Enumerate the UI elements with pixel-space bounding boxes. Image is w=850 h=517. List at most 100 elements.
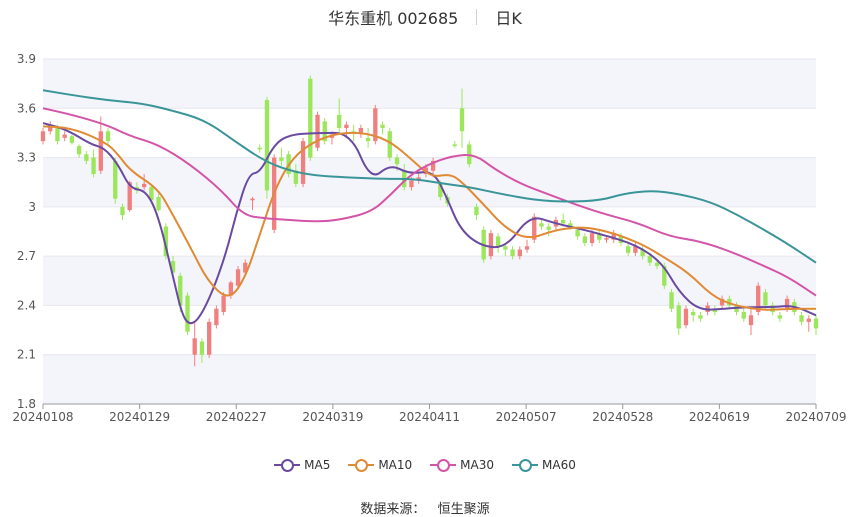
y-tick-label: 3.6 bbox=[17, 101, 36, 115]
candle-body bbox=[394, 157, 400, 165]
candle-body bbox=[488, 233, 494, 257]
candle-body bbox=[727, 298, 732, 306]
candle-body bbox=[532, 216, 537, 240]
legend-swatch-ma10 bbox=[348, 458, 375, 472]
candle-body bbox=[141, 183, 147, 188]
candle-body bbox=[322, 121, 327, 142]
y-tick-label: 3.9 bbox=[17, 52, 36, 66]
candle-body bbox=[474, 206, 479, 216]
candle-body bbox=[214, 308, 219, 326]
candle-body bbox=[784, 298, 790, 309]
candle-body bbox=[438, 183, 443, 197]
y-tick-label: 3.3 bbox=[17, 151, 36, 165]
candle-body bbox=[568, 223, 573, 227]
candle-body bbox=[560, 220, 566, 224]
series-line-ma30 bbox=[42, 107, 817, 297]
candle-body bbox=[257, 147, 262, 150]
legend-item-ma30[interactable]: MA30 bbox=[430, 458, 494, 472]
x-tick-label: 20240709 bbox=[785, 410, 846, 424]
candle-body bbox=[206, 321, 212, 355]
candle-body bbox=[48, 124, 53, 132]
legend-label-ma30: MA30 bbox=[460, 458, 495, 472]
candle-body bbox=[423, 167, 429, 174]
candle-body bbox=[185, 295, 190, 332]
candle-body bbox=[228, 282, 233, 296]
candle-body bbox=[611, 233, 616, 240]
candle-body bbox=[409, 180, 414, 188]
candle-body bbox=[358, 128, 364, 133]
candle-body bbox=[763, 292, 768, 306]
candle-body bbox=[575, 229, 580, 237]
legend-label-ma10: MA10 bbox=[378, 458, 413, 472]
grid-band bbox=[43, 59, 816, 109]
candle-body bbox=[654, 262, 660, 266]
candle-body bbox=[640, 249, 645, 257]
candle-body bbox=[459, 108, 465, 132]
x-tick-label: 20240108 bbox=[12, 410, 73, 424]
grid-band bbox=[43, 256, 816, 306]
candle-body bbox=[264, 100, 270, 191]
candle-body bbox=[589, 233, 595, 243]
candle-body bbox=[127, 182, 132, 211]
candle-body bbox=[741, 312, 746, 319]
y-tick-label: 2.4 bbox=[17, 298, 36, 312]
candle-body bbox=[539, 223, 544, 227]
candle-body bbox=[669, 292, 674, 309]
candle-body bbox=[756, 285, 761, 312]
candle-body bbox=[98, 131, 103, 171]
legend-swatch-ma30 bbox=[430, 458, 457, 472]
chart-title: 华东重机 002685 bbox=[328, 9, 459, 28]
candle-body bbox=[156, 197, 161, 211]
candle-body bbox=[380, 124, 385, 128]
candle-body bbox=[524, 246, 530, 250]
legend-swatch-dot-ma5 bbox=[281, 459, 295, 472]
candle-body bbox=[582, 236, 587, 243]
candle-body bbox=[170, 261, 176, 273]
legend-label-ma60: MA60 bbox=[542, 458, 576, 472]
candle-body bbox=[199, 341, 205, 355]
candle-body bbox=[597, 233, 602, 240]
candle-body bbox=[113, 160, 118, 199]
candle-body bbox=[626, 246, 631, 253]
candle-body bbox=[192, 338, 197, 355]
candle-body bbox=[777, 315, 783, 319]
legend-swatch-dot-ma60 bbox=[519, 459, 533, 472]
candle-body bbox=[365, 137, 371, 142]
candle-body bbox=[676, 305, 681, 329]
y-tick-label: 3 bbox=[28, 200, 36, 214]
series-line-ma5 bbox=[42, 122, 817, 325]
legend-item-ma60[interactable]: MA60 bbox=[512, 458, 576, 472]
candle-body bbox=[105, 131, 111, 142]
candle-body bbox=[719, 298, 725, 306]
candle-body bbox=[62, 134, 67, 138]
period-selector[interactable]: 日K bbox=[495, 9, 522, 28]
candle-body bbox=[243, 262, 248, 273]
legend-item-ma10[interactable]: MA10 bbox=[348, 458, 412, 472]
series-line-ma60 bbox=[42, 89, 817, 264]
candle-body bbox=[799, 315, 804, 322]
candle-body bbox=[604, 238, 609, 240]
candle-body bbox=[300, 141, 306, 184]
x-tick-label: 20240528 bbox=[592, 410, 653, 424]
y-tick-label: 2.1 bbox=[17, 348, 36, 362]
candle-body bbox=[698, 315, 703, 319]
y-tick-label: 1.8 bbox=[17, 397, 36, 411]
candle-body bbox=[813, 318, 819, 329]
source-label: 数据来源： bbox=[360, 502, 426, 517]
candle-body bbox=[315, 114, 320, 148]
candle-body bbox=[691, 312, 696, 316]
candle-body bbox=[503, 246, 508, 250]
candle-body bbox=[387, 131, 392, 158]
x-tick-label: 20240619 bbox=[689, 410, 750, 424]
x-tick-label: 20240319 bbox=[302, 410, 363, 424]
x-tick-label: 20240227 bbox=[206, 410, 267, 424]
legend-item-ma5[interactable]: MA5 bbox=[274, 458, 330, 472]
legend-swatch-dot-ma30 bbox=[437, 459, 451, 472]
grid-band bbox=[43, 354, 816, 404]
candle-body bbox=[235, 269, 241, 286]
x-tick-label: 20240129 bbox=[109, 410, 170, 424]
series-line-ma10 bbox=[42, 125, 816, 311]
candle-body bbox=[163, 226, 168, 257]
candle-body bbox=[373, 108, 378, 142]
